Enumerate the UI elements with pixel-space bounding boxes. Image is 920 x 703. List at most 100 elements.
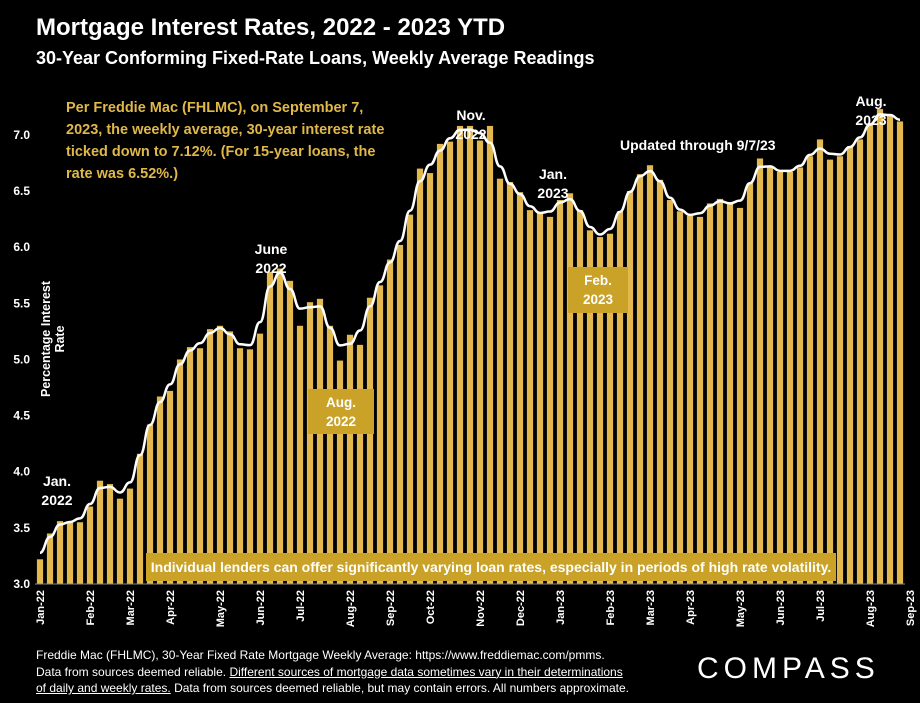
chart-title: Mortgage Interest Rates, 2022 - 2023 YTD bbox=[36, 14, 506, 41]
bar-week-43 bbox=[466, 125, 474, 584]
bar-week-32 bbox=[356, 344, 364, 584]
bar-week-42 bbox=[456, 125, 464, 584]
bar-week-39 bbox=[426, 173, 434, 584]
annotation-nov-2022: Nov. 2022 bbox=[455, 107, 487, 142]
bar-week-69 bbox=[726, 203, 734, 585]
bar-week-29 bbox=[326, 325, 334, 584]
bar-week-72 bbox=[756, 158, 764, 584]
footer-line-2: Data from sources deemed reliable. Diffe… bbox=[36, 664, 623, 679]
bar-week-70 bbox=[736, 207, 744, 585]
x-tick-label: Jun-22 bbox=[255, 590, 267, 625]
y-tick-label: 6.5 bbox=[13, 184, 30, 198]
x-tick-label: Nov-22 bbox=[475, 590, 487, 627]
bar-week-33 bbox=[366, 297, 374, 584]
bar-week-82 bbox=[856, 139, 864, 584]
bar-week-11 bbox=[146, 424, 154, 584]
bar-week-56 bbox=[596, 237, 604, 584]
y-tick-label: 6.0 bbox=[13, 240, 30, 254]
bar-week-85 bbox=[886, 114, 894, 584]
bar-week-38 bbox=[416, 168, 424, 584]
bar-week-0 bbox=[36, 559, 44, 584]
annotation-aug-2022: Aug. 2022 bbox=[308, 389, 374, 434]
x-tick-label: Jul-22 bbox=[295, 590, 307, 622]
x-tick-label: Feb-23 bbox=[605, 590, 617, 625]
bar-week-52 bbox=[556, 200, 564, 584]
volatility-banner: Individual lenders can offer significant… bbox=[146, 553, 836, 581]
freddie-mac-note: Per Freddie Mac (FHLMC), on September 7,… bbox=[66, 100, 385, 182]
bar-week-64 bbox=[676, 211, 684, 584]
bar-week-83 bbox=[866, 124, 874, 585]
bar-week-55 bbox=[586, 230, 594, 584]
bar-week-35 bbox=[386, 259, 394, 584]
bar-week-41 bbox=[446, 141, 454, 585]
compass-logo: COMPASS bbox=[697, 652, 880, 685]
axes: 3.0 3.5 4.0 4.5 5.0 5.5 6.0 6.5 7.0 Jan-22 Feb-22 M… bbox=[13, 128, 917, 627]
footer-line-1: Freddie Mac (FHLMC), 30-Year Fixed Rate … bbox=[36, 648, 605, 662]
bar-week-9 bbox=[126, 488, 134, 584]
bar-week-17 bbox=[206, 329, 214, 584]
bar-series bbox=[36, 109, 904, 585]
bar-week-4 bbox=[76, 522, 84, 584]
y-tick-label: 5.0 bbox=[13, 352, 30, 366]
bar-week-48 bbox=[516, 192, 524, 584]
x-tick-label: Jul-23 bbox=[815, 590, 827, 622]
annotation-feb-2023: Feb. 2023 bbox=[568, 267, 628, 313]
y-axis-label: Percentage Interest Rate bbox=[39, 280, 67, 398]
trend-line bbox=[39, 113, 901, 555]
bar-week-16 bbox=[196, 348, 204, 584]
bar-week-63 bbox=[666, 200, 674, 584]
x-tick-label: Apr-22 bbox=[165, 590, 177, 625]
bar-week-37 bbox=[406, 214, 414, 584]
bar-week-78 bbox=[816, 139, 824, 584]
annotation-jan-2022: Jan. 2022 bbox=[41, 473, 73, 508]
bar-week-40 bbox=[436, 143, 444, 584]
bar-week-60 bbox=[636, 174, 644, 585]
y-tick-label: 5.5 bbox=[13, 296, 30, 310]
bar-week-73 bbox=[766, 167, 774, 584]
bar-week-75 bbox=[786, 171, 794, 584]
x-tick-label: Mar-22 bbox=[125, 590, 137, 625]
y-tick-label: 4.5 bbox=[13, 409, 30, 423]
x-tick-label: Aug-23 bbox=[865, 590, 877, 627]
y-tick-label: 3.0 bbox=[13, 577, 30, 591]
bar-week-31 bbox=[346, 334, 354, 584]
bar-week-86 bbox=[896, 121, 904, 584]
bar-week-51 bbox=[546, 216, 554, 585]
bar-week-30 bbox=[336, 360, 344, 584]
bar-week-50 bbox=[536, 212, 544, 585]
bar-week-26 bbox=[296, 325, 304, 584]
chart-subtitle: 30-Year Conforming Fixed-Rate Loans, Wee… bbox=[36, 48, 595, 68]
source-footer: Freddie Mac (FHLMC), 30-Year Fixed Rate … bbox=[36, 647, 686, 697]
x-tick-label: Sep-23 bbox=[905, 590, 917, 626]
bar-week-68 bbox=[716, 198, 724, 584]
bar-week-74 bbox=[776, 171, 784, 584]
bar-week-54 bbox=[576, 210, 584, 584]
x-tick-label: Mar-23 bbox=[645, 590, 657, 625]
footer-line-3: of daily and weekly rates. Data from sou… bbox=[36, 681, 629, 695]
bar-week-71 bbox=[746, 183, 754, 584]
bar-week-44 bbox=[476, 140, 484, 585]
annotation-jan-2023: Jan. 2023 bbox=[537, 166, 569, 201]
bar-week-45 bbox=[486, 125, 494, 584]
y-tick-label: 3.5 bbox=[13, 521, 30, 535]
bar-week-24 bbox=[276, 268, 284, 584]
x-tick-label: Feb-22 bbox=[85, 590, 97, 625]
bar-week-22 bbox=[256, 333, 264, 584]
bar-week-66 bbox=[696, 216, 704, 585]
bar-week-10 bbox=[136, 453, 144, 584]
x-tick-label: Oct-22 bbox=[425, 590, 437, 624]
bar-week-1 bbox=[46, 533, 54, 584]
bar-week-81 bbox=[846, 146, 854, 585]
bar-week-20 bbox=[236, 348, 244, 584]
x-tick-label: May-23 bbox=[735, 590, 747, 627]
bar-week-77 bbox=[806, 156, 814, 584]
bar-week-59 bbox=[626, 191, 634, 584]
x-tick-label: Jan-22 bbox=[35, 590, 47, 625]
x-tick-label: Dec-22 bbox=[515, 590, 527, 626]
bar-week-46 bbox=[496, 178, 504, 585]
bar-week-76 bbox=[796, 167, 804, 584]
y-tick-label: 7.0 bbox=[13, 128, 30, 142]
bar-week-19 bbox=[226, 331, 234, 584]
bar-week-65 bbox=[686, 215, 694, 584]
